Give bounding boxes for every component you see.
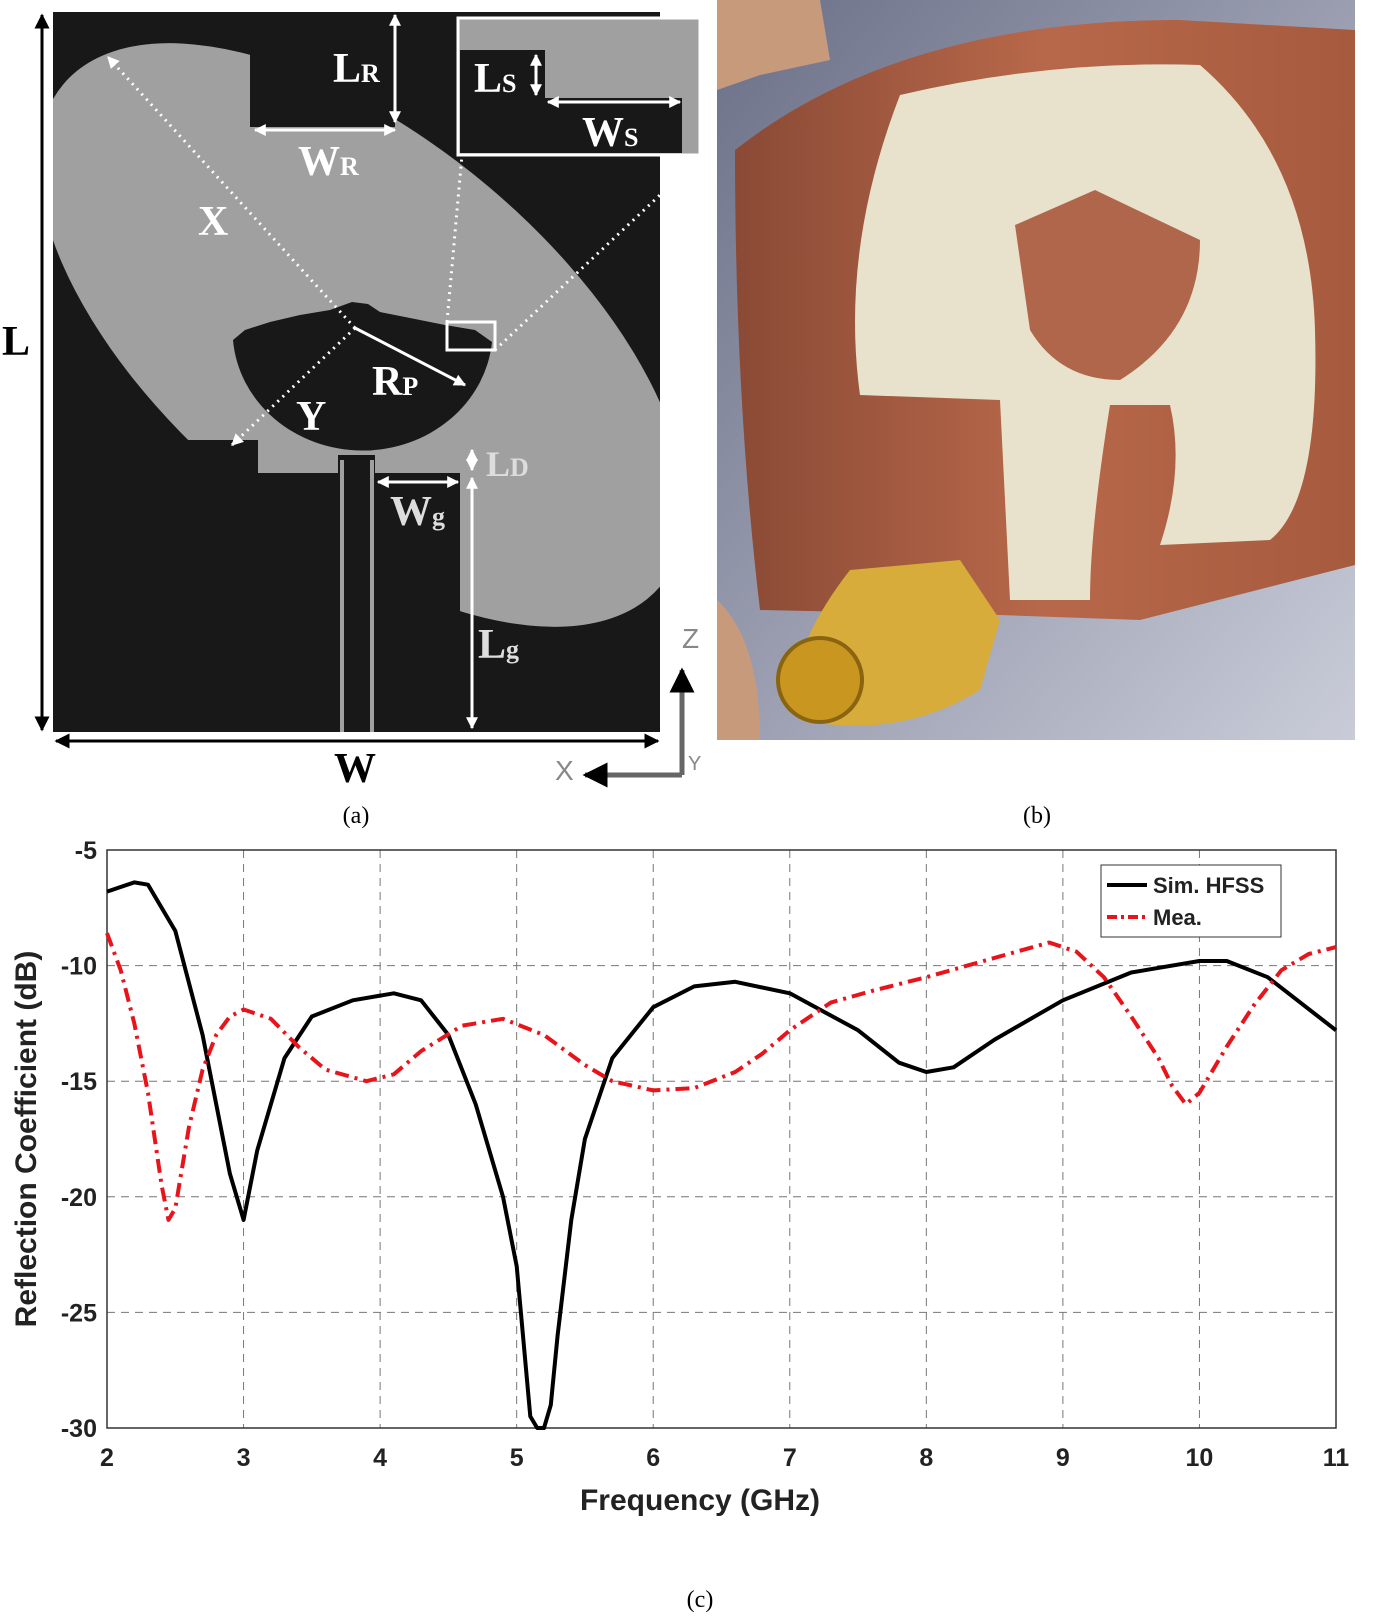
legend-label: Mea. [1153,905,1202,930]
y-tick-label: -30 [61,1415,97,1443]
zoom-box [445,320,497,352]
panel-label: (a) [343,803,370,829]
series-line [106,880,1338,1430]
x-tick-label: 10 [1186,1444,1214,1472]
label: Wg [390,489,445,535]
x-axis-title: Frequency (GHz) [580,1484,820,1517]
y-tick-label: -25 [61,1299,97,1327]
y-axis-title: Reflection Coefficient (dB) [10,951,43,1328]
label: Lg [478,622,519,668]
series-line [105,932,1337,1222]
label: LD [486,444,529,484]
label: WR [298,139,359,185]
feed-edge [340,460,344,732]
legend-label: Sim. HFSS [1153,873,1264,898]
label: LR [333,46,380,92]
label-main: W [390,489,432,535]
label: WS [582,110,638,156]
label: L [2,319,30,365]
chart: 2 3 4 5 6 7 8 9 10 11 -30 -25 -20 -15 -10 -5 Sim. HFSS Me… [61,837,1349,1472]
label-sub: S [502,69,516,98]
legend-box [1100,864,1282,938]
label-main: L [474,56,502,102]
x-tick-label: 4 [373,1444,387,1472]
label-sub: D [510,453,529,482]
x-tick-label: 8 [919,1444,933,1472]
y-tick-label: -10 [61,953,97,981]
plot-area [107,850,1336,1428]
label-sub: g [432,502,445,531]
label: LS [474,56,516,102]
x-tick-label: 2 [100,1444,114,1472]
y-tick-label: -15 [61,1068,97,1096]
label: X [198,199,228,245]
label-sub: P [402,372,418,401]
label-main: L [478,622,506,668]
label-main: W [582,110,624,156]
y-tick-label: -5 [75,837,97,865]
label-main: L [333,46,361,92]
x-tick-label: 6 [646,1444,660,1472]
axis-label: Y [688,753,701,775]
feed-edge [370,460,374,732]
x-tick-label: 3 [237,1444,251,1472]
label-main: R [372,359,403,405]
cut [53,473,460,732]
panel-label: (b) [1023,803,1051,829]
label-sub: g [506,635,519,664]
plot-frame [106,849,1337,1429]
notch [250,12,395,127]
x-tick-label: 5 [510,1444,524,1472]
axis-label: Z [682,623,699,654]
cut [53,440,258,480]
label: Y [296,394,326,440]
antenna-layout: LR WR LS WS X Y RP LD Wg Lg L W Z X Y [2,12,702,792]
axis-label: X [555,755,574,786]
x-tick-label: 9 [1056,1444,1070,1472]
label-sub: R [340,152,359,181]
y-tick-label: -20 [61,1184,97,1212]
feed-gap [338,455,375,732]
label-sub: R [361,59,380,88]
label: W [334,746,376,792]
photo [717,0,1355,740]
label-main: L [486,444,510,484]
x-tick-label: 11 [1323,1444,1350,1472]
label-sub: S [624,123,638,152]
label: RP [372,359,418,405]
x-tick-label: 7 [783,1444,797,1472]
label-main: W [298,139,340,185]
panel-label: (c) [687,1587,714,1613]
patch [233,302,492,451]
